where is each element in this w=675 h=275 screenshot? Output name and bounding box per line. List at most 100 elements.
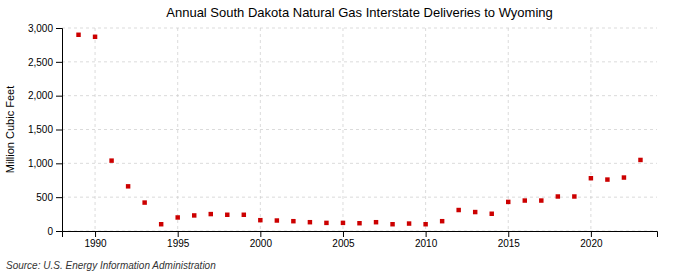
grid-line-x <box>425 28 426 231</box>
tick: 2020 <box>580 231 603 249</box>
tick-label: 2,500 <box>28 57 53 68</box>
point <box>489 212 493 216</box>
point <box>76 33 80 37</box>
point <box>258 218 262 222</box>
grid-line-y <box>62 61 657 62</box>
point <box>324 221 328 225</box>
tick: 500 <box>36 192 62 203</box>
tick-mark <box>343 231 344 237</box>
tick-label: 2010 <box>415 238 438 249</box>
point <box>242 213 246 217</box>
point <box>209 212 213 216</box>
point <box>407 221 411 225</box>
tick-mark <box>56 130 62 131</box>
tick: 2015 <box>498 231 521 249</box>
point <box>159 222 163 226</box>
tick-label: 2000 <box>250 238 273 249</box>
tick-label: 2,000 <box>28 90 53 101</box>
y-axis-title: Million Cubic Feet <box>4 86 16 173</box>
tick-label: 2020 <box>580 238 603 249</box>
grid-line-y <box>62 95 657 96</box>
grid-line-x <box>260 28 261 231</box>
point <box>175 215 179 219</box>
grid-line-y <box>62 197 657 198</box>
grid-line-y <box>62 129 657 130</box>
grid <box>62 28 657 231</box>
tick-label: 2005 <box>332 238 355 249</box>
tick: 1,000 <box>28 158 62 169</box>
point <box>192 213 196 217</box>
tick-mark <box>260 231 261 237</box>
tick-label: 500 <box>36 192 53 203</box>
point <box>126 184 130 188</box>
point <box>225 213 229 217</box>
chart: 1990 1995 2000 2005 2010 2015 2020 0 500 1,000 1,5… <box>0 0 675 275</box>
grid-line-x <box>95 28 96 231</box>
tick-mark <box>56 62 62 63</box>
tick: 2,000 <box>28 90 62 101</box>
point <box>423 222 427 226</box>
tick: 1990 <box>84 231 107 249</box>
source: Source: U.S. Energy Information Administ… <box>6 260 216 271</box>
axis-line <box>63 232 658 238</box>
tick: 3,000 <box>28 23 62 34</box>
tick-label: 1,000 <box>28 158 53 169</box>
tick: 0 <box>47 226 62 237</box>
grid-line-y <box>62 163 657 164</box>
tick-label: 0 <box>47 226 53 237</box>
point <box>440 219 444 223</box>
tick: 2,500 <box>28 57 62 68</box>
grid-line-x <box>590 28 591 231</box>
y-axis: 0 500 1,000 1,500 2,000 2,500 3,000 <box>28 23 63 237</box>
point <box>341 221 345 225</box>
point <box>275 218 279 222</box>
grid-line-x <box>342 28 343 231</box>
tick-label: 3,000 <box>28 23 53 34</box>
point <box>456 208 460 212</box>
tick: 1,500 <box>28 124 62 135</box>
point <box>291 219 295 223</box>
points <box>76 33 642 227</box>
point <box>556 194 560 198</box>
tick: 2000 <box>250 231 273 249</box>
point <box>357 221 361 225</box>
tick-mark <box>95 231 96 237</box>
tick-label: 2015 <box>498 238 521 249</box>
grid-line-y <box>62 28 657 29</box>
point <box>142 200 146 204</box>
x-axis: 1990 1995 2000 2005 2010 2015 2020 <box>63 231 658 249</box>
tick-mark <box>591 231 592 237</box>
point <box>109 158 113 162</box>
tick: 2010 <box>415 231 438 249</box>
tick-mark <box>56 231 62 232</box>
tick-label: 1,500 <box>28 124 53 135</box>
point <box>308 220 312 224</box>
axis-line <box>56 29 63 232</box>
plot: 1990 1995 2000 2005 2010 2015 2020 0 500 1,000 1,5… <box>28 23 658 249</box>
tick-mark <box>56 28 62 29</box>
tick: 1995 <box>167 231 190 249</box>
tick-mark <box>508 231 509 237</box>
point <box>506 200 510 204</box>
tick-mark <box>426 231 427 237</box>
point <box>589 176 593 180</box>
title: Annual South Dakota Natural Gas Intersta… <box>166 5 552 20</box>
tick-mark <box>56 163 62 164</box>
tick-mark <box>178 231 179 237</box>
tick-label: 1990 <box>84 238 107 249</box>
point <box>523 198 527 202</box>
point <box>390 222 394 226</box>
tick-mark <box>56 197 62 198</box>
point <box>572 194 576 198</box>
point <box>605 177 609 181</box>
point <box>622 175 626 179</box>
point <box>93 35 97 39</box>
point <box>539 198 543 202</box>
point <box>638 158 642 162</box>
tick-label: 1995 <box>167 238 190 249</box>
tick-mark <box>56 96 62 97</box>
tick: 2005 <box>332 231 355 249</box>
grid-line-x <box>177 28 178 231</box>
point <box>473 210 477 214</box>
point <box>374 220 378 224</box>
